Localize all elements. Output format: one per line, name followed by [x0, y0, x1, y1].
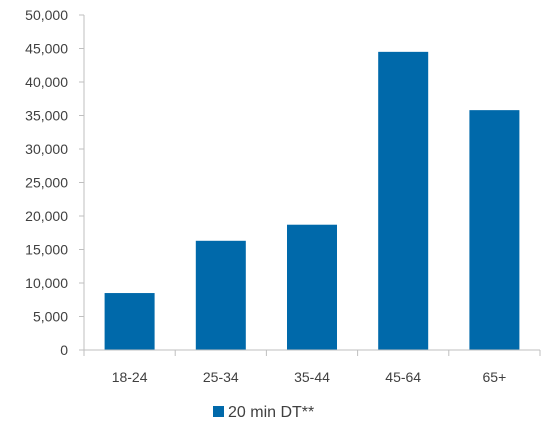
y-axis: 0 5,000 10,000 15,000 20,000 25,000 30,000 35,0…: [25, 7, 85, 358]
y-tick-label: 50,000: [25, 7, 68, 23]
bar-35-44: [287, 224, 337, 350]
y-tick-label: 15,000: [25, 242, 68, 258]
bar-25-34: [195, 240, 246, 350]
legend-swatch: [213, 406, 224, 417]
x-axis: 18-24 25-34 35-44 45-64 65+: [83, 349, 541, 385]
y-tick-label: 40,000: [25, 74, 68, 90]
bars: [104, 51, 520, 350]
y-tick-label: 5,000: [33, 309, 68, 325]
y-tick-label: 30,000: [25, 141, 68, 157]
x-tick-label: 65+: [483, 369, 507, 385]
bar-65+: [469, 110, 520, 350]
y-tick-label: 10,000: [25, 275, 68, 291]
x-tick-label: 25-34: [203, 369, 239, 385]
y-tick-label: 35,000: [25, 108, 68, 124]
bar-45-64: [378, 51, 429, 350]
x-tick-label: 18-24: [112, 369, 148, 385]
legend: 20 min DT**: [213, 404, 314, 421]
bar-18-24: [104, 293, 155, 350]
y-tick-label: 0: [60, 342, 68, 358]
legend-label: 20 min DT**: [228, 404, 314, 421]
y-tick-label: 20,000: [25, 208, 68, 224]
y-tick-label: 45,000: [25, 41, 68, 57]
x-tick-label: 35-44: [294, 369, 330, 385]
x-tick-label: 45-64: [385, 369, 421, 385]
y-tick-label: 25,000: [25, 175, 68, 191]
